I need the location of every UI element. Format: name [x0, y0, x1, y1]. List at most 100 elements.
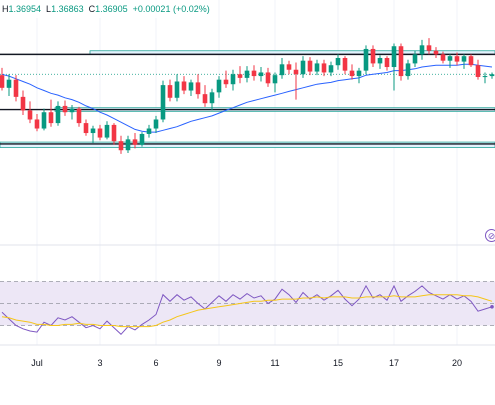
candle-body-52: [363, 48, 369, 71]
x-tick-label-4: 11: [270, 358, 279, 368]
candle-body-70: [489, 74, 495, 77]
ohlc-high-key: H: [2, 4, 9, 14]
rsi-ma-line: [1, 294, 493, 328]
candle-body-22: [153, 119, 159, 129]
candle-body-5: [34, 119, 40, 129]
x-tick-label-2: 6: [153, 358, 158, 368]
candle-body-48: [335, 57, 341, 66]
candle-body-31: [216, 79, 222, 93]
candle-body-18: [125, 139, 131, 151]
candle-body-67: [468, 56, 474, 66]
candle-body-46: [321, 63, 327, 73]
candle-body-27: [188, 82, 194, 91]
levels-layer: [0, 53, 495, 145]
candle-body-9: [62, 105, 68, 113]
candle-body-23: [160, 85, 166, 120]
candle-body-63: [440, 54, 446, 61]
candle-body-6: [41, 112, 47, 129]
candle-body-4: [27, 110, 33, 120]
candle-body-3: [20, 96, 26, 111]
candle-body-55: [384, 57, 390, 68]
alert-circle-icon[interactable]: ⊘: [485, 229, 495, 242]
zone-2: [0, 141, 495, 148]
candle-body-39: [272, 75, 278, 84]
candle-body-35: [244, 70, 250, 78]
candle-body-51: [356, 70, 362, 77]
rsi-last-dot: [490, 305, 494, 309]
ohlc-high-value: 1.36954: [8, 4, 42, 14]
ohlc-close-key: C: [88, 4, 96, 14]
candle-body-68: [475, 65, 481, 77]
candle-body-10: [69, 108, 75, 113]
candle-body-45: [314, 63, 320, 72]
x-tick-label-3: 9: [216, 358, 221, 368]
ohlc-high: H1.36954: [2, 4, 41, 14]
ma-line: [1, 63, 493, 133]
ma-layer: [1, 63, 493, 133]
candle-body-15: [104, 124, 110, 138]
candle-body-47: [328, 65, 334, 73]
candle-body-59: [412, 54, 418, 64]
candle-body-64: [447, 56, 453, 61]
candle-body-28: [195, 82, 201, 95]
candle-body-53: [370, 48, 376, 64]
candle-body-0: [0, 75, 5, 88]
candle-body-14: [97, 128, 103, 138]
candle-body-21: [146, 128, 152, 134]
rsi-pane: [0, 281, 495, 336]
x-tick-label-1: 3: [97, 358, 102, 368]
candle-body-7: [48, 112, 54, 124]
candle-body-13: [90, 128, 96, 134]
candles-layer: [0, 38, 495, 154]
x-tick-label-5: 15: [333, 358, 343, 368]
candle-body-66: [461, 56, 467, 62]
candle-body-17: [118, 141, 124, 151]
candle-body-20: [139, 133, 145, 145]
candle-body-36: [251, 70, 257, 77]
ohlc-close-value: 1.36905: [95, 4, 128, 14]
candle-body-8: [55, 105, 61, 124]
candle-body-62: [433, 50, 439, 55]
candle-body-40: [279, 64, 285, 76]
candle-body-29: [202, 94, 208, 104]
candle-body-61: [426, 45, 432, 51]
ohlc-change: +0.00021 (+0.02%): [132, 4, 210, 14]
candle-body-44: [307, 60, 313, 72]
candle-body-32: [223, 79, 229, 85]
ohlc-low-value: 1.36863: [51, 4, 84, 14]
x-tick-label-0: Jul: [31, 358, 43, 368]
candle-body-16: [111, 124, 117, 142]
candle-body-26: [181, 81, 187, 91]
x-tick-label-6: 17: [389, 358, 399, 368]
candle-body-58: [405, 63, 411, 77]
candle-body-69: [482, 76, 488, 78]
candle-body-50: [349, 70, 355, 77]
candle-body-1: [6, 79, 12, 88]
candle-body-37: [258, 72, 264, 77]
x-axis: Jul 3 6 9 11 15 17 20: [31, 358, 462, 368]
candle-body-41: [286, 64, 292, 70]
candle-body-60: [419, 45, 425, 55]
candle-body-65: [454, 56, 460, 62]
ohlc-low: L1.36863: [46, 4, 84, 14]
candle-body-49: [342, 57, 348, 71]
candle-body-24: [167, 85, 173, 98]
candle-body-42: [293, 69, 299, 75]
candle-body-54: [377, 57, 383, 64]
candle-body-43: [300, 60, 306, 75]
candle-body-33: [230, 74, 236, 85]
ohlc-low-key: L: [46, 4, 52, 14]
candle-body-2: [13, 79, 19, 97]
candle-body-11: [76, 108, 82, 124]
candle-body-57: [398, 46, 404, 77]
candle-body-25: [174, 81, 180, 98]
candle-body-30: [209, 92, 215, 104]
candle-body-19: [132, 139, 138, 145]
ohlc-legend: H1.36954 L1.36863 C1.36905 +0.00021 (+0.…: [0, 0, 210, 18]
candle-body-38: [265, 72, 271, 84]
candle-body-34: [237, 74, 243, 78]
x-tick-label-7: 20: [452, 358, 462, 368]
ohlc-close: C1.36905: [89, 4, 128, 14]
